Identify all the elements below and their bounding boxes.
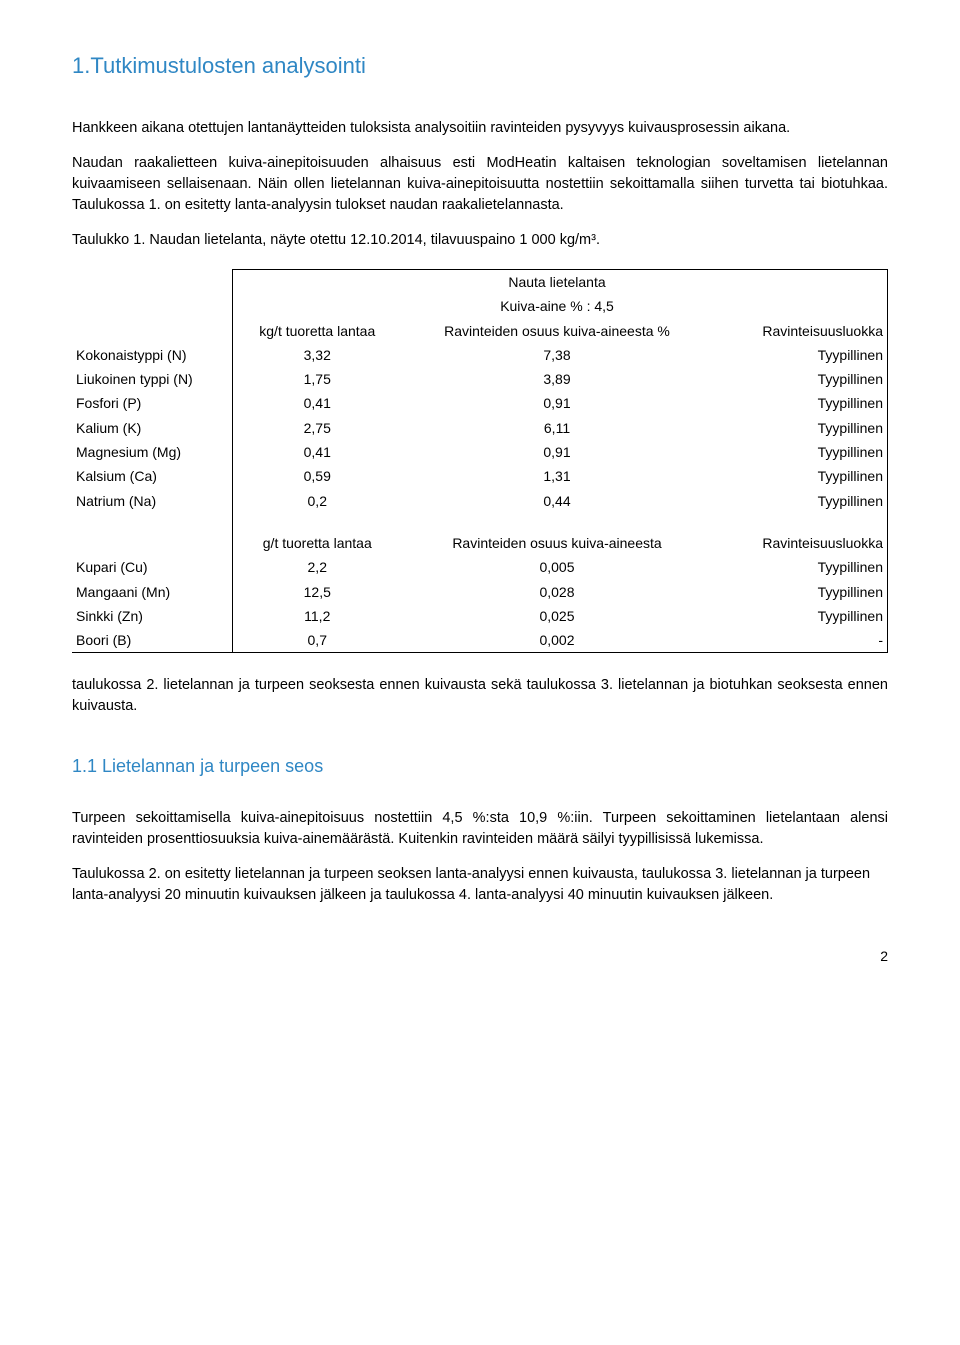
row-label: Liukoinen typpi (N): [72, 367, 232, 391]
table-row: Kupari (Cu)2,20,005Tyypillinen: [72, 555, 888, 579]
row-label: Fosfori (P): [72, 391, 232, 415]
table-row: Magnesium (Mg)0,410,91Tyypillinen: [72, 440, 888, 464]
cell-value: 3,32: [232, 343, 402, 367]
cell-value: 1,31: [402, 464, 712, 488]
cell-value: 0,005: [402, 555, 712, 579]
cell-class: Tyypillinen: [712, 391, 888, 415]
cell-value: 0,91: [402, 391, 712, 415]
cell-value: 11,2: [232, 604, 402, 628]
paragraph: taulukossa 2. lietelannan ja turpeen seo…: [72, 675, 888, 717]
paragraph: Taulukossa 2. on esitetty lietelannan ja…: [72, 864, 888, 906]
cell-value: 0,41: [232, 391, 402, 415]
cell-class: Tyypillinen: [712, 464, 888, 488]
cell-class: Tyypillinen: [712, 367, 888, 391]
cell-value: 2,75: [232, 416, 402, 440]
table-row: Liukoinen typpi (N)1,753,89Tyypillinen: [72, 367, 888, 391]
column-header: Ravinteiden osuus kuiva-aineesta %: [402, 319, 712, 343]
table-row: Natrium (Na)0,20,44Tyypillinen: [72, 489, 888, 513]
column-header: g/t tuoretta lantaa: [232, 531, 402, 555]
cell-class: Tyypillinen: [712, 489, 888, 513]
column-header: Ravinteisuusluokka: [712, 531, 888, 555]
cell-class: Tyypillinen: [712, 416, 888, 440]
table-row: Mangaani (Mn)12,50,028Tyypillinen: [72, 580, 888, 604]
column-header: Ravinteisuusluokka: [712, 319, 888, 343]
column-header: Ravinteiden osuus kuiva-aineesta: [402, 531, 712, 555]
cell-value: 0,41: [232, 440, 402, 464]
table-row: Kalium (K)2,756,11Tyypillinen: [72, 416, 888, 440]
cell-value: 0,002: [402, 628, 712, 653]
paragraph: Turpeen sekoittamisella kuiva-ainepitois…: [72, 808, 888, 850]
table-row: Fosfori (P)0,410,91Tyypillinen: [72, 391, 888, 415]
cell-class: Tyypillinen: [712, 555, 888, 579]
data-table-1: Nauta lietelanta Kuiva-aine % : 4,5 kg/t…: [72, 269, 888, 653]
table-row: Sinkki (Zn)11,20,025Tyypillinen: [72, 604, 888, 628]
cell-value: 1,75: [232, 367, 402, 391]
cell-class: Tyypillinen: [712, 580, 888, 604]
cell-value: 0,2: [232, 489, 402, 513]
cell-value: 0,025: [402, 604, 712, 628]
page-heading: 1.Tutkimustulosten analysointi: [72, 50, 888, 82]
cell-value: 0,59: [232, 464, 402, 488]
paragraph: Hankkeen aikana otettujen lantanäytteide…: [72, 118, 888, 139]
column-header: kg/t tuoretta lantaa: [232, 319, 402, 343]
table-title: Nauta lietelanta: [402, 269, 712, 294]
cell-value: 2,2: [232, 555, 402, 579]
row-label: Kokonaistyppi (N): [72, 343, 232, 367]
cell-value: 7,38: [402, 343, 712, 367]
cell-class: Tyypillinen: [712, 343, 888, 367]
section-heading: 1.1 Lietelannan ja turpeen seos: [72, 753, 888, 779]
cell-value: 12,5: [232, 580, 402, 604]
cell-class: Tyypillinen: [712, 604, 888, 628]
cell-value: 0,7: [232, 628, 402, 653]
cell-value: 0,91: [402, 440, 712, 464]
cell-class: -: [712, 628, 888, 653]
table-row: Boori (B)0,70,002-: [72, 628, 888, 653]
cell-class: Tyypillinen: [712, 440, 888, 464]
row-label: Kalium (K): [72, 416, 232, 440]
cell-value: 0,44: [402, 489, 712, 513]
table-row: Kalsium (Ca)0,591,31Tyypillinen: [72, 464, 888, 488]
row-label: Kupari (Cu): [72, 555, 232, 579]
table-subtitle: Kuiva-aine % : 4,5: [402, 294, 712, 318]
cell-value: 6,11: [402, 416, 712, 440]
row-label: Kalsium (Ca): [72, 464, 232, 488]
row-label: Boori (B): [72, 628, 232, 653]
cell-value: 3,89: [402, 367, 712, 391]
row-label: Natrium (Na): [72, 489, 232, 513]
row-label: Magnesium (Mg): [72, 440, 232, 464]
paragraph: Naudan raakalietteen kuiva-ainepitoisuud…: [72, 153, 888, 216]
row-label: Mangaani (Mn): [72, 580, 232, 604]
paragraph: Taulukko 1. Naudan lietelanta, näyte ote…: [72, 230, 888, 251]
cell-value: 0,028: [402, 580, 712, 604]
page-number: 2: [72, 946, 888, 966]
row-label: Sinkki (Zn): [72, 604, 232, 628]
table-row: Kokonaistyppi (N)3,327,38Tyypillinen: [72, 343, 888, 367]
